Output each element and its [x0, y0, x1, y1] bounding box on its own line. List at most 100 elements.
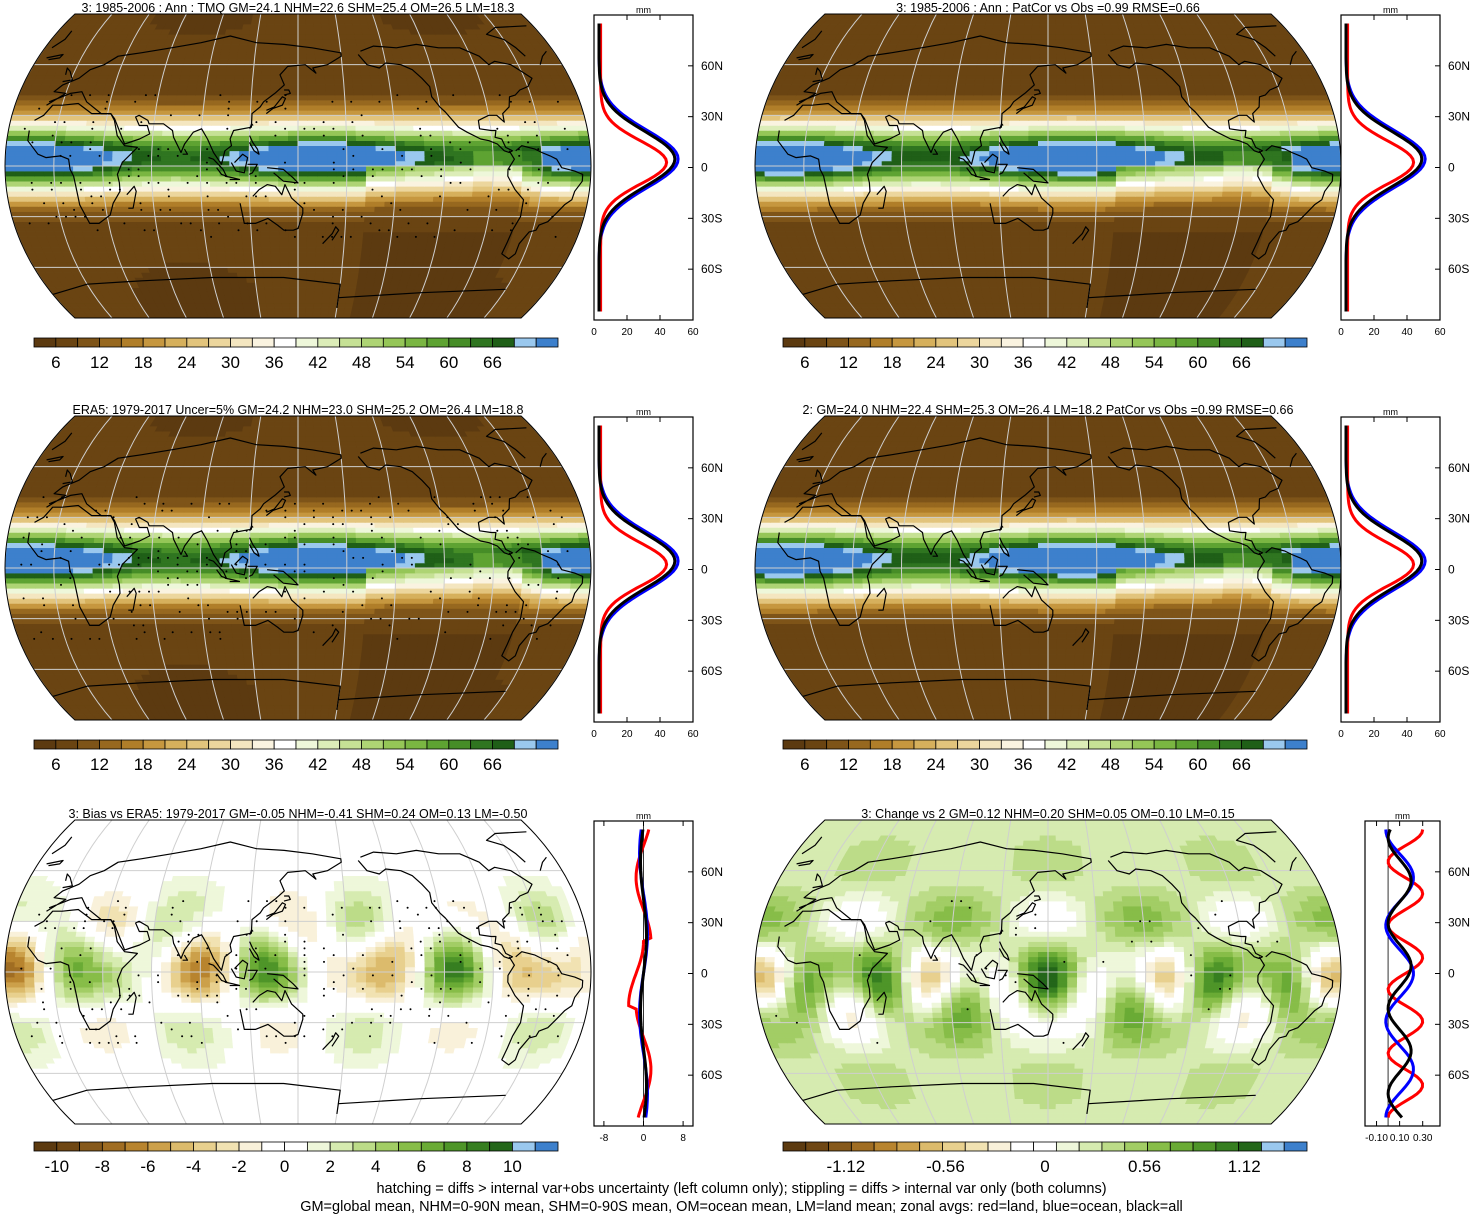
colorbar-swatch — [1023, 740, 1045, 749]
colorbar-swatch — [330, 1142, 353, 1151]
colorbar-label: -10 — [44, 1157, 69, 1176]
colorbar-swatch — [78, 740, 100, 749]
colorbar-swatch — [1154, 338, 1176, 347]
colorbar-swatch — [1193, 1142, 1216, 1151]
colorbar-label: 60 — [439, 353, 458, 372]
colorbar-swatch — [56, 338, 78, 347]
colorbar-label: 12 — [90, 353, 109, 372]
colorbar-swatch — [209, 740, 231, 749]
colorbar-swatch — [892, 338, 914, 347]
colorbar-swatch — [102, 1142, 125, 1151]
colorbar-label: 6 — [417, 1157, 426, 1176]
zonal-ytick: 30N — [701, 110, 723, 124]
colorbar-swatch — [165, 338, 187, 347]
colorbar-swatch — [1001, 338, 1023, 347]
colorbar-swatch — [1220, 740, 1242, 749]
panel-title: 3: 1985-2006 : Ann : TMQ GM=24.1 NHM=22.… — [82, 1, 515, 15]
footnote-line-2: GM=global mean, NHM=0-90N mean, SHM=0-90… — [0, 1199, 1483, 1216]
colorbar-swatch — [958, 740, 980, 749]
colorbar-swatch — [383, 338, 405, 347]
colorbar-swatch — [100, 338, 122, 347]
colorbar-label: 30 — [221, 353, 240, 372]
colorbar-swatch — [471, 740, 493, 749]
colorbar-swatch — [239, 1142, 262, 1151]
colorbar-swatch — [274, 338, 296, 347]
colorbar-swatch — [449, 338, 471, 347]
colorbar-label: 66 — [1232, 353, 1251, 372]
colorbar-label: 66 — [483, 353, 502, 372]
zonal-ytick: 0 — [701, 563, 708, 577]
colorbar-swatch — [252, 338, 274, 347]
colorbar-swatch — [376, 1142, 399, 1151]
panel-title: 3: Change vs 2 GM=0.12 NHM=0.20 SHM=0.05… — [861, 807, 1235, 821]
zonal-xtick: -0.10 — [1365, 1133, 1388, 1144]
colorbar-swatch — [171, 1142, 194, 1151]
colorbar-swatch — [914, 338, 936, 347]
colorbar-label: 6 — [51, 353, 60, 372]
zonal-xtick: 20 — [1368, 327, 1380, 338]
colorbar-swatch — [353, 1142, 376, 1151]
colorbar-swatch — [1285, 338, 1307, 347]
colorbar-swatch — [914, 740, 936, 749]
zonal-unit: mm — [636, 811, 651, 821]
colorbar-swatch — [231, 338, 253, 347]
colorbar-swatch — [783, 1142, 806, 1151]
colorbar-swatch — [851, 1142, 874, 1151]
colorbar-swatch — [783, 338, 805, 347]
colorbar-label: -8 — [95, 1157, 110, 1176]
colorbar-swatch — [514, 740, 536, 749]
zonal-ytick: 30N — [1448, 916, 1470, 930]
zonal-xtick: 60 — [687, 327, 699, 338]
panel-1: 3: 1985-2006 : Ann : TMQ GM=24.1 NHM=22.… — [5, 1, 723, 372]
colorbar-label: 24 — [926, 755, 945, 774]
colorbar-label: 8 — [462, 1157, 471, 1176]
colorbar-label: 66 — [1232, 755, 1251, 774]
colorbar-swatch — [405, 338, 427, 347]
colorbar-label: 18 — [134, 353, 153, 372]
zonal-xtick: 20 — [621, 729, 633, 740]
colorbar-swatch — [1079, 1142, 1102, 1151]
zonal-ytick: 30N — [701, 916, 723, 930]
colorbar-label: -6 — [140, 1157, 155, 1176]
zonal-ytick: 30N — [701, 512, 723, 526]
colorbar-swatch — [362, 338, 384, 347]
zonal-xtick: 40 — [654, 729, 666, 740]
colorbar-swatch — [1089, 338, 1111, 347]
colorbar-swatch — [307, 1142, 330, 1151]
colorbar-swatch — [34, 1142, 57, 1151]
zonal-xtick: 0 — [1338, 327, 1344, 338]
colorbar-label: 36 — [265, 755, 284, 774]
colorbar-swatch — [936, 338, 958, 347]
zonal-unit: mm — [1383, 5, 1398, 15]
colorbar-swatch — [165, 740, 187, 749]
colorbar-swatch — [1242, 740, 1264, 749]
zonal-xtick: 60 — [1434, 327, 1446, 338]
colorbar-label: 42 — [1057, 353, 1076, 372]
colorbar-swatch — [383, 740, 405, 749]
zonal-ytick: 60N — [701, 461, 723, 475]
zonal-unit: mm — [1383, 407, 1398, 417]
panel-4: 2: GM=24.0 NHM=22.4 SHM=25.3 OM=26.4 LM=… — [755, 403, 1470, 774]
colorbar-swatch — [1125, 1142, 1148, 1151]
colorbar-swatch — [490, 1142, 513, 1151]
colorbar-swatch — [56, 740, 78, 749]
zonal-xtick: 0 — [591, 327, 597, 338]
colorbar-swatch — [285, 1142, 308, 1151]
colorbar-swatch — [1132, 338, 1154, 347]
zonal-ytick: 30S — [1448, 1017, 1469, 1031]
zonal-ytick: 30N — [1448, 110, 1470, 124]
zonal-unit: mm — [636, 5, 651, 15]
colorbar-swatch — [1111, 740, 1133, 749]
colorbar-swatch — [1176, 338, 1198, 347]
colorbar-swatch — [34, 338, 56, 347]
zonal-xtick: 40 — [1401, 327, 1413, 338]
colorbar-label: 60 — [1188, 755, 1207, 774]
zonal-xtick: 40 — [654, 327, 666, 338]
zonal-xtick: 40 — [1401, 729, 1413, 740]
